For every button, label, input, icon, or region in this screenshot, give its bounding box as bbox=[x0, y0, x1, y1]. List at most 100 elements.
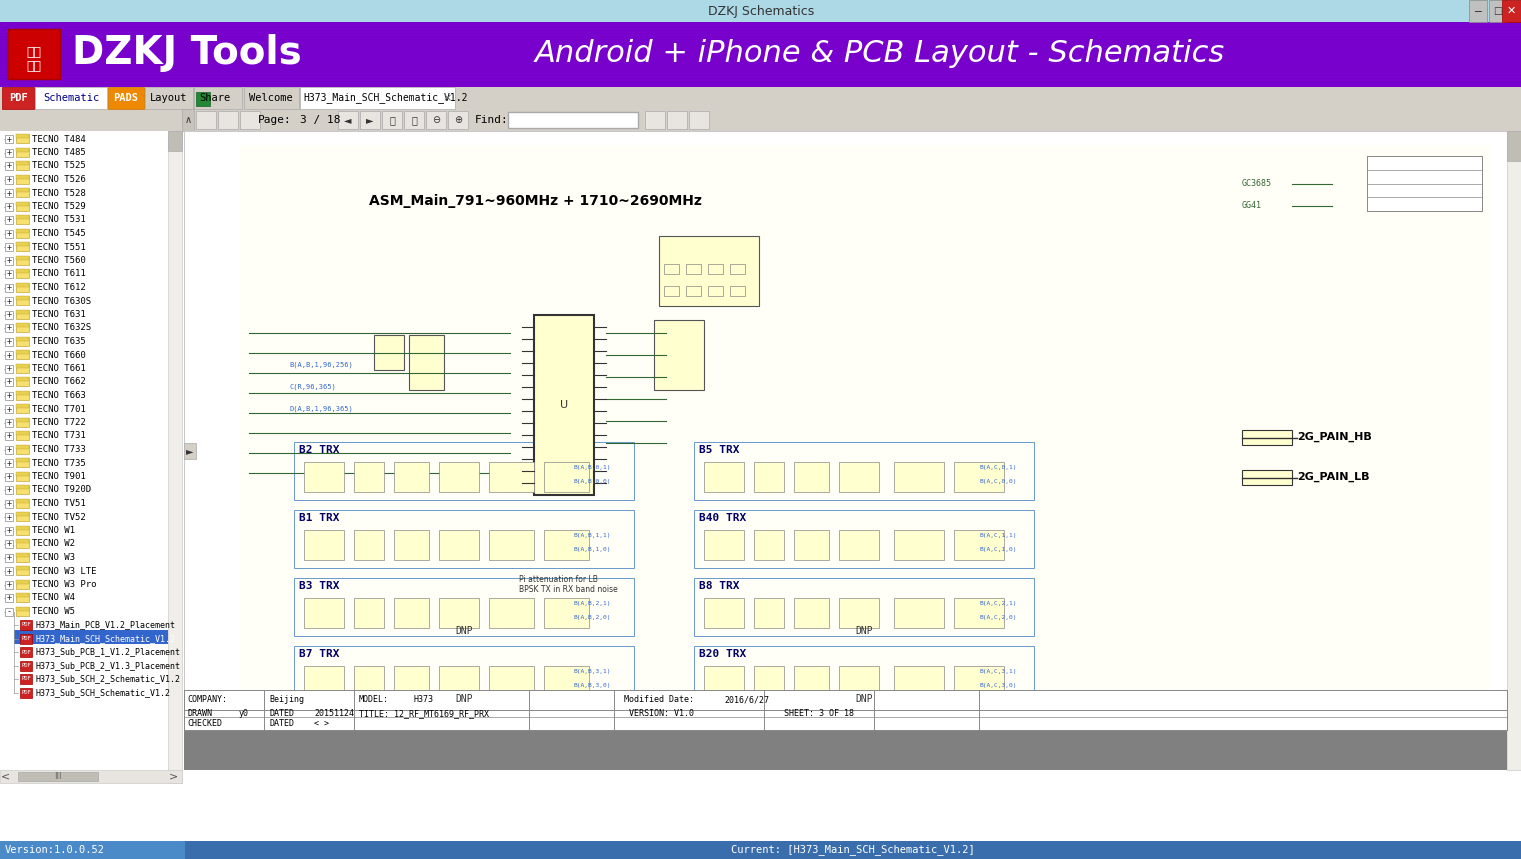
Text: TECNO T663: TECNO T663 bbox=[32, 391, 85, 400]
Text: B1 TRX: B1 TRX bbox=[300, 513, 339, 523]
Bar bbox=[0, 85, 1521, 87]
Bar bbox=[488, 598, 534, 628]
Text: TECNO T735: TECNO T735 bbox=[32, 459, 85, 467]
Text: TECNO T661: TECNO T661 bbox=[32, 364, 85, 373]
Text: TECNO W2: TECNO W2 bbox=[32, 539, 75, 549]
Bar bbox=[1489, 0, 1507, 22]
Bar bbox=[488, 666, 534, 696]
Text: +: + bbox=[6, 324, 12, 332]
Text: B(A,C,0,0): B(A,C,0,0) bbox=[980, 479, 1016, 484]
Bar bbox=[184, 690, 1507, 730]
Text: TECNO T612: TECNO T612 bbox=[32, 283, 85, 292]
Bar bbox=[17, 337, 29, 340]
Bar bbox=[840, 598, 879, 628]
Bar bbox=[5, 162, 14, 170]
Bar bbox=[1243, 470, 1291, 485]
Bar bbox=[17, 283, 29, 291]
Bar bbox=[5, 175, 14, 184]
Text: TECNO T731: TECNO T731 bbox=[32, 431, 85, 441]
Bar bbox=[545, 462, 589, 492]
Bar bbox=[5, 432, 14, 440]
Bar bbox=[0, 770, 183, 783]
Bar bbox=[17, 391, 29, 399]
Text: +: + bbox=[6, 337, 12, 346]
Bar bbox=[5, 392, 14, 399]
Text: +: + bbox=[6, 270, 12, 278]
Bar bbox=[840, 462, 879, 492]
Bar bbox=[17, 593, 29, 602]
Bar bbox=[5, 499, 14, 508]
Text: +: + bbox=[6, 526, 12, 535]
Text: +: + bbox=[6, 175, 12, 184]
Bar bbox=[5, 297, 14, 305]
Text: B(A,B,0,1): B(A,B,0,1) bbox=[573, 465, 611, 470]
Text: +: + bbox=[6, 499, 12, 508]
Text: ⬛: ⬛ bbox=[389, 115, 395, 125]
Bar bbox=[167, 131, 183, 151]
Text: +: + bbox=[6, 229, 12, 238]
Text: C(R,96,365): C(R,96,365) bbox=[289, 384, 336, 390]
Text: TECNO T631: TECNO T631 bbox=[32, 310, 85, 319]
Bar bbox=[17, 337, 29, 345]
Bar bbox=[17, 309, 29, 314]
Bar bbox=[1367, 156, 1481, 211]
Text: ◄: ◄ bbox=[344, 115, 351, 125]
Bar bbox=[730, 286, 745, 296]
Text: TECNO W3: TECNO W3 bbox=[32, 553, 75, 562]
Text: TECNO TV51: TECNO TV51 bbox=[32, 499, 85, 508]
Bar bbox=[17, 350, 29, 359]
Text: TECNO T733: TECNO T733 bbox=[32, 445, 85, 454]
Text: ►: ► bbox=[367, 115, 374, 125]
Bar bbox=[294, 578, 634, 636]
Text: ASM_Main_791~960MHz + 1710~2690MHz: ASM_Main_791~960MHz + 1710~2690MHz bbox=[370, 194, 701, 208]
Text: B(A,B,2,0): B(A,B,2,0) bbox=[573, 616, 611, 620]
Bar bbox=[1507, 131, 1521, 770]
Bar bbox=[5, 607, 14, 616]
Text: 科技: 科技 bbox=[26, 60, 41, 74]
Bar bbox=[17, 566, 29, 575]
Bar bbox=[17, 188, 29, 192]
Bar bbox=[17, 148, 29, 151]
Text: DATED: DATED bbox=[269, 720, 294, 728]
Text: PDF: PDF bbox=[21, 677, 30, 681]
Bar bbox=[5, 405, 14, 413]
Bar bbox=[1507, 131, 1521, 161]
Bar bbox=[20, 674, 32, 684]
Bar bbox=[17, 593, 29, 597]
Text: +: + bbox=[6, 364, 12, 373]
Text: DZKJ Tools: DZKJ Tools bbox=[71, 34, 301, 72]
Bar bbox=[17, 350, 29, 354]
Bar bbox=[508, 112, 637, 128]
Bar bbox=[0, 79, 1521, 81]
Bar bbox=[17, 242, 29, 246]
Bar bbox=[17, 606, 29, 611]
Bar bbox=[954, 598, 1004, 628]
Bar bbox=[382, 111, 402, 129]
Text: H373: H373 bbox=[414, 696, 433, 704]
Bar bbox=[440, 598, 479, 628]
Text: ✕: ✕ bbox=[1506, 6, 1516, 16]
Bar bbox=[20, 633, 32, 643]
Bar bbox=[668, 111, 687, 129]
Text: +: + bbox=[6, 459, 12, 467]
Bar bbox=[17, 512, 29, 521]
Text: B(A,B,2,1): B(A,B,2,1) bbox=[573, 600, 611, 606]
Bar bbox=[5, 203, 14, 210]
Bar bbox=[5, 540, 14, 548]
Bar bbox=[17, 417, 29, 427]
Bar bbox=[294, 510, 634, 568]
Text: MODEL:: MODEL: bbox=[359, 696, 389, 704]
Text: B(A,C,3,0): B(A,C,3,0) bbox=[980, 684, 1016, 689]
Bar bbox=[17, 498, 29, 508]
Text: B8 TRX: B8 TRX bbox=[700, 581, 739, 591]
Text: +: + bbox=[6, 135, 12, 143]
Text: B2 TRX: B2 TRX bbox=[300, 445, 339, 455]
Text: B(A,C,1,0): B(A,C,1,0) bbox=[980, 547, 1016, 552]
Text: TITLE: 12_RF_MT6169_RF_PRX: TITLE: 12_RF_MT6169_RF_PRX bbox=[359, 709, 488, 718]
Text: D(A,B,1,96,365): D(A,B,1,96,365) bbox=[289, 405, 353, 412]
Bar bbox=[17, 552, 29, 557]
Bar bbox=[17, 161, 29, 165]
Bar bbox=[754, 530, 783, 560]
Bar bbox=[754, 598, 783, 628]
Bar bbox=[184, 443, 196, 459]
